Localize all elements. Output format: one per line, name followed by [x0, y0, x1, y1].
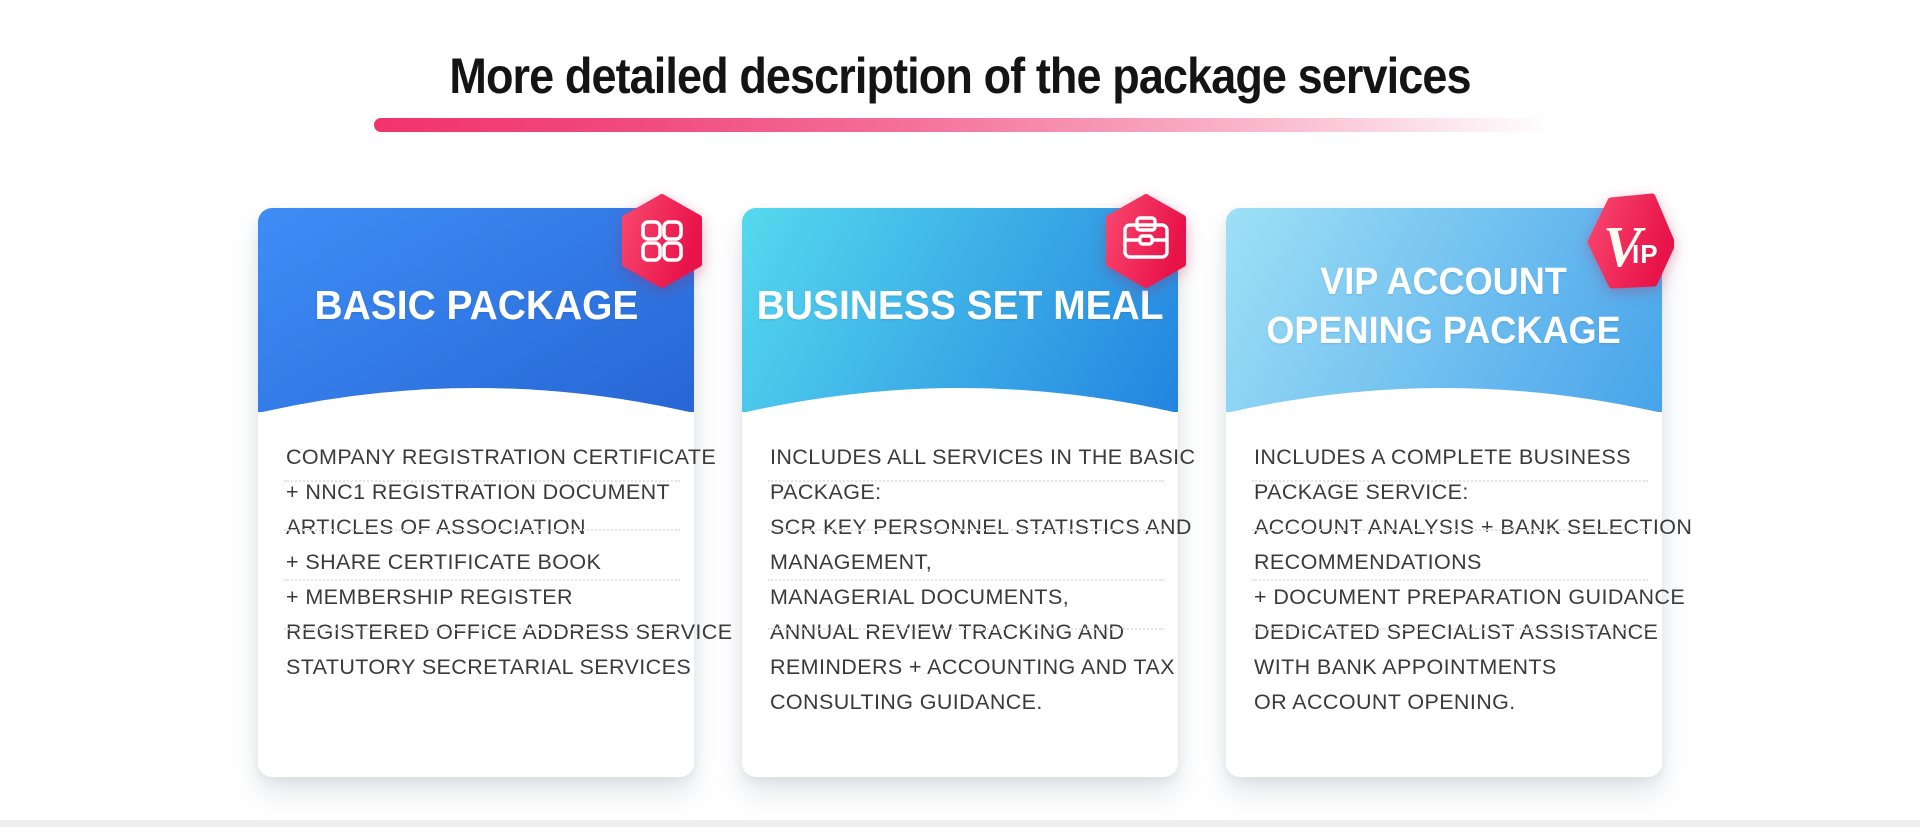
service-line: ARTICLES OF ASSOCIATION — [286, 515, 586, 539]
service-line: ACCOUNT ANALYSIS + BANK SELECTION — [1254, 515, 1693, 539]
service-line: + DOCUMENT PREPARATION GUIDANCE — [1254, 585, 1686, 609]
grid-icon — [622, 194, 702, 288]
package-card: VIP ACCOUNT OPENING PACKAGE V IP INCLUDE… — [1226, 193, 1693, 777]
card-badge — [1102, 193, 1190, 289]
service-line: INCLUDES A COMPLETE BUSINESS — [1254, 445, 1631, 469]
card-badge: V IP — [1586, 193, 1674, 289]
page-title: More detailed description of the package… — [449, 48, 1471, 104]
service-line: RECOMMENDATIONS — [1254, 550, 1482, 574]
card-header: VIP ACCOUNT OPENING PACKAGE — [1226, 208, 1662, 412]
cards-row: BASIC PACKAGE COMPANY — [258, 193, 1693, 777]
package-card: BUSINESS SET MEAL INCL — [742, 194, 1196, 777]
card-header: BASIC PACKAGE — [258, 208, 694, 412]
wave-curve — [1230, 388, 1658, 412]
package-card: BASIC PACKAGE COMPANY — [258, 194, 733, 777]
service-line: COMPANY REGISTRATION CERTIFICATE — [286, 445, 717, 469]
service-line: + SHARE CERTIFICATE BOOK — [286, 550, 602, 574]
service-line: CONSULTING GUIDANCE. — [770, 690, 1043, 714]
card-service-list: INCLUDES A COMPLETE BUSINESS PACKAGE SERV… — [1226, 412, 1693, 720]
title-accent-bar — [374, 118, 1546, 132]
service-line: PACKAGE SERVICE: — [1254, 480, 1469, 504]
service-line: SCR KEY PERSONNEL STATISTICS AND — [770, 515, 1192, 539]
card-title: VIP ACCOUNT OPENING PACKAGE — [1266, 261, 1622, 352]
service-line: MANAGEMENT, — [770, 550, 933, 574]
service-line: REMINDERS + ACCOUNTING AND TAX — [770, 655, 1175, 679]
wave-curve — [746, 388, 1174, 412]
service-line: + NNC1 REGISTRATION DOCUMENT — [286, 480, 671, 504]
card-badge — [618, 193, 706, 289]
vip-badge-letter-v: V — [1603, 214, 1646, 279]
briefcase-icon — [1106, 194, 1186, 288]
service-line: + MEMBERSHIP REGISTER — [286, 585, 573, 609]
service-line: MANAGERIAL DOCUMENTS, — [770, 585, 1070, 609]
bottom-strip — [0, 820, 1920, 827]
service-line: STATUTORY SECRETARIAL SERVICES — [286, 655, 692, 679]
card-header: BUSINESS SET MEAL — [742, 208, 1178, 412]
service-line: OR ACCOUNT OPENING. — [1254, 690, 1516, 714]
card-title: BASIC PACKAGE — [314, 281, 638, 328]
service-line: ANNUAL REVIEW TRACKING AND — [770, 620, 1125, 644]
service-line: DEDICATED SPECIALIST ASSISTANCE — [1254, 620, 1659, 644]
wave-curve — [262, 388, 690, 412]
card-title: BUSINESS SET MEAL — [756, 281, 1164, 328]
service-line: WITH BANK APPOINTMENTS — [1254, 655, 1557, 679]
vip-icon: V IP — [1587, 193, 1674, 289]
card-service-list: INCLUDES ALL SERVICES IN THE BASIC PACKAG… — [742, 412, 1196, 720]
service-line: INCLUDES ALL SERVICES IN THE BASIC — [770, 445, 1196, 469]
service-line: PACKAGE: — [770, 480, 882, 504]
card-service-list: COMPANY REGISTRATION CERTIFICATE + NNC1 R… — [258, 412, 733, 685]
service-line: REGISTERED OFFICE ADDRESS SERVICE — [286, 620, 733, 644]
vip-badge-letters-ip: IP — [1632, 239, 1659, 269]
